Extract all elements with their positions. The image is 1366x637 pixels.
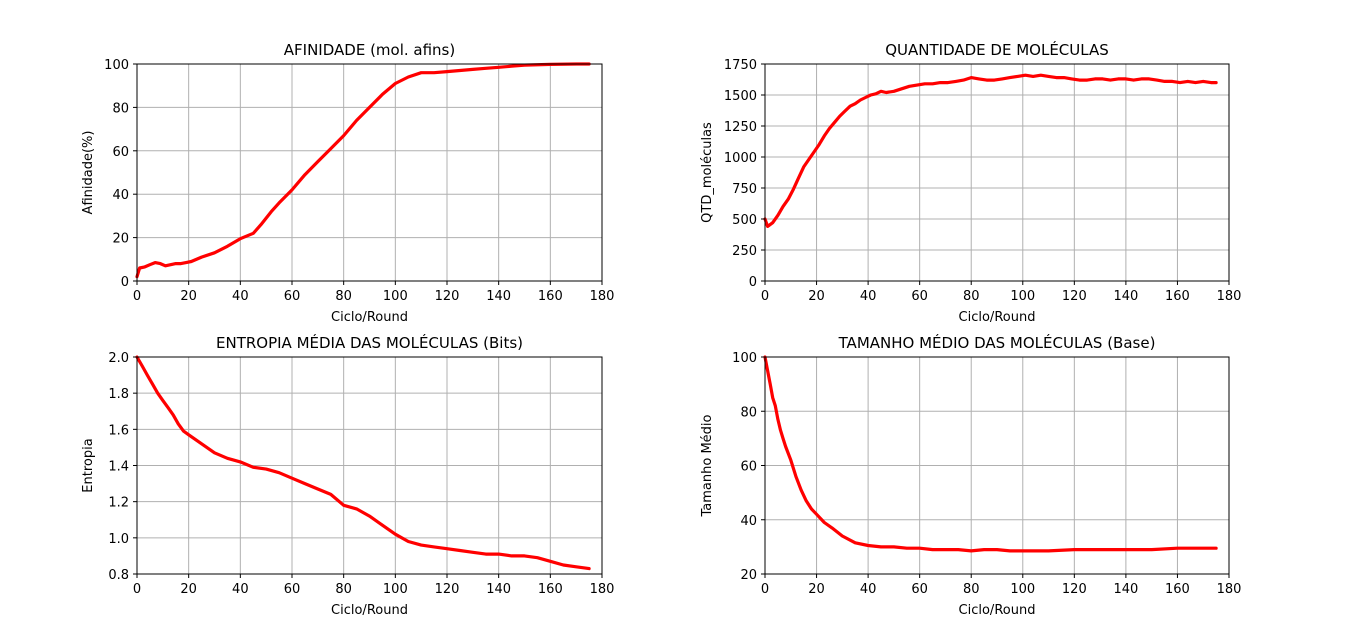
x-tick-label-0: 0	[761, 289, 769, 304]
x-tick-label-4: 80	[335, 289, 352, 304]
y-tick-label-2: 40	[112, 188, 129, 203]
x-tick-label-2: 40	[860, 289, 877, 304]
x-axis-label: Ciclo/Round	[331, 603, 408, 618]
x-tick-label-9: 180	[590, 289, 615, 304]
x-tick-label-7: 140	[486, 289, 511, 304]
x-tick-label-8: 160	[538, 289, 563, 304]
x-tick-label-2: 40	[860, 582, 877, 597]
y-tick-label-7: 1750	[724, 58, 757, 73]
y-tick-label-3: 60	[112, 145, 129, 160]
x-tick-label-8: 160	[1165, 582, 1190, 597]
chart-quantidade-moleculas: 0 20 40 60 80 100 120 140 160 180 0 250 500 750 1000 12…	[700, 40, 1241, 325]
y-axis-label: Afinidade(%)	[81, 131, 96, 215]
x-tick-label-5: 100	[383, 582, 408, 597]
y-tick-label-1: 1.0	[108, 532, 129, 547]
x-tick-label-7: 140	[1113, 582, 1138, 597]
y-tick-label-4: 80	[112, 101, 129, 116]
x-tick-label-9: 180	[590, 582, 615, 597]
y-tick-label-3: 750	[732, 182, 757, 197]
x-tick-label-8: 160	[538, 582, 563, 597]
y-tick-label-6: 2.0	[108, 351, 129, 366]
x-tick-label-0: 0	[133, 582, 141, 597]
x-tick-label-3: 60	[911, 582, 928, 597]
x-tick-label-1: 20	[180, 582, 197, 597]
x-tick-label-7: 140	[1113, 289, 1138, 304]
x-tick-label-3: 60	[284, 582, 301, 597]
y-tick-label-3: 1.4	[108, 460, 129, 475]
y-tick-label-5: 1.8	[108, 387, 129, 402]
y-tick-label-0: 0	[121, 275, 129, 290]
y-tick-label-5: 1250	[724, 120, 757, 135]
chart-title: TAMANHO MÉDIO DAS MOLÉCULAS (Base)	[838, 333, 1156, 352]
series-line-0	[135, 355, 591, 571]
y-tick-label-0: 0.8	[108, 568, 129, 583]
x-tick-label-5: 100	[1010, 582, 1035, 597]
x-tick-label-7: 140	[486, 582, 511, 597]
x-tick-label-6: 120	[435, 582, 460, 597]
y-tick-label-2: 1.2	[108, 496, 129, 511]
x-tick-label-4: 80	[963, 289, 980, 304]
series-line-0	[135, 62, 591, 279]
x-tick-label-4: 80	[335, 582, 352, 597]
chart-title: QUANTIDADE DE MOLÉCULAS	[885, 40, 1109, 59]
x-tick-label-5: 100	[383, 289, 408, 304]
x-tick-label-4: 80	[963, 582, 980, 597]
series-line-0	[763, 355, 1218, 553]
chart-tamanho-medio: 0 20 40 60 80 100 120 140 160 180 20 40 60 80 100 TAMAN…	[700, 333, 1241, 618]
chart-afinidade: 0 20 40 60 80 100 120 140 160 180 0 20 40 60 80 100 AFIN…	[81, 41, 614, 325]
chart-entropia-media: 0 20 40 60 80 100 120 140 160 180 0.8 1.0 1.2 1.4 1.6 1…	[81, 333, 614, 618]
y-tick-label-2: 500	[732, 213, 757, 228]
x-tick-label-3: 60	[911, 289, 928, 304]
chart-title: ENTROPIA MÉDIA DAS MOLÉCULAS (Bits)	[216, 333, 523, 352]
x-tick-label-2: 40	[232, 289, 249, 304]
x-tick-label-3: 60	[284, 289, 301, 304]
x-tick-label-2: 40	[232, 582, 249, 597]
y-tick-label-4: 100	[732, 351, 757, 366]
x-tick-label-1: 20	[180, 289, 197, 304]
y-tick-label-2: 60	[740, 460, 757, 475]
y-tick-label-1: 20	[112, 232, 129, 247]
y-tick-label-1: 250	[732, 244, 757, 259]
x-tick-label-1: 20	[808, 582, 825, 597]
series-line-0	[763, 73, 1218, 228]
x-tick-label-8: 160	[1165, 289, 1190, 304]
y-axis-label: QTD_moléculas	[700, 122, 715, 223]
y-tick-label-3: 80	[740, 405, 757, 420]
x-axis-label: Ciclo/Round	[331, 310, 408, 325]
x-axis-label: Ciclo/Round	[959, 603, 1036, 618]
y-tick-label-4: 1000	[724, 151, 757, 166]
x-tick-label-6: 120	[1062, 289, 1087, 304]
y-tick-label-1: 40	[740, 514, 757, 529]
y-tick-label-5: 100	[104, 58, 129, 73]
x-tick-label-9: 180	[1217, 582, 1242, 597]
y-axis-label: Entropia	[81, 438, 96, 492]
y-tick-label-6: 1500	[724, 89, 757, 104]
x-tick-label-1: 20	[808, 289, 825, 304]
y-axis-label: Tamanho Médio	[700, 414, 715, 517]
x-tick-label-9: 180	[1217, 289, 1242, 304]
y-tick-label-0: 0	[749, 275, 757, 290]
x-tick-label-6: 120	[435, 289, 460, 304]
x-tick-label-0: 0	[133, 289, 141, 304]
plot-frame	[764, 63, 1230, 282]
plot-frame	[136, 63, 603, 282]
chart-title: AFINIDADE (mol. afins)	[284, 41, 455, 59]
x-axis-label: Ciclo/Round	[959, 310, 1036, 325]
x-tick-label-6: 120	[1062, 582, 1087, 597]
x-tick-label-5: 100	[1010, 289, 1035, 304]
x-tick-label-0: 0	[761, 582, 769, 597]
y-tick-label-4: 1.6	[108, 423, 129, 438]
y-tick-label-0: 20	[740, 568, 757, 583]
